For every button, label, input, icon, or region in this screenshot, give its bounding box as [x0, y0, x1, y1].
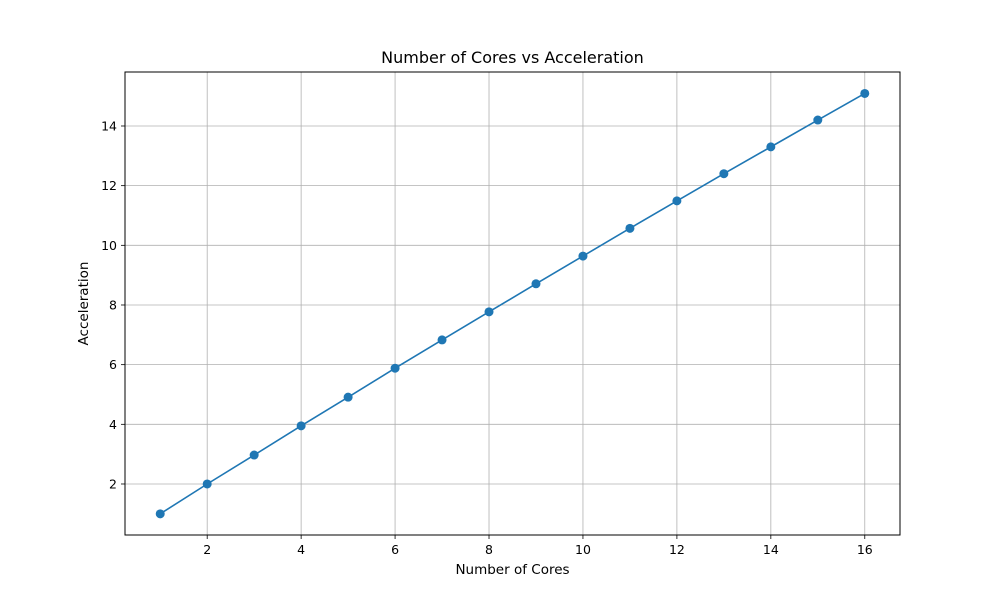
y-tick-label: 6 [109, 357, 117, 372]
data-point [296, 421, 306, 431]
data-point [437, 335, 447, 345]
data-point [578, 251, 588, 261]
x-axis-label: Number of Cores [455, 562, 569, 578]
data-point [813, 115, 823, 125]
data-point [390, 363, 400, 373]
chart-title: Number of Cores vs Acceleration [381, 48, 644, 67]
x-tick-label: 10 [575, 542, 591, 557]
data-point [202, 479, 212, 489]
y-tick-label: 12 [101, 178, 117, 193]
y-axis-label: Acceleration [76, 262, 92, 346]
y-tick-label: 10 [101, 238, 117, 253]
x-tick-label: 8 [485, 542, 493, 557]
data-point [719, 169, 729, 179]
x-tick-label: 2 [203, 542, 211, 557]
x-tick-label: 6 [391, 542, 399, 557]
data-point [531, 279, 541, 289]
y-tick-label: 8 [109, 297, 117, 312]
series-line [159, 92, 866, 515]
plot-area-frame [124, 71, 901, 536]
data-point [484, 307, 494, 317]
y-tick-label: 14 [101, 118, 117, 133]
data-point [766, 142, 776, 152]
data-point [860, 88, 870, 98]
x-tick-label: 14 [763, 542, 779, 557]
x-tick-label: 12 [669, 542, 685, 557]
axis-ticks: 2 4 6 8 10 12 14 16 2 4 6 8 10 12 14 [101, 118, 873, 557]
x-tick-label: 16 [857, 542, 873, 557]
y-tick-label: 2 [109, 476, 117, 491]
data-point [672, 196, 682, 206]
data-point [155, 509, 165, 519]
data-point [625, 223, 635, 233]
data-point [249, 450, 259, 460]
x-tick-label: 4 [297, 542, 305, 557]
data-point [343, 392, 353, 402]
grid [125, 72, 900, 535]
series-layer [155, 88, 870, 519]
y-tick-label: 4 [109, 417, 117, 432]
